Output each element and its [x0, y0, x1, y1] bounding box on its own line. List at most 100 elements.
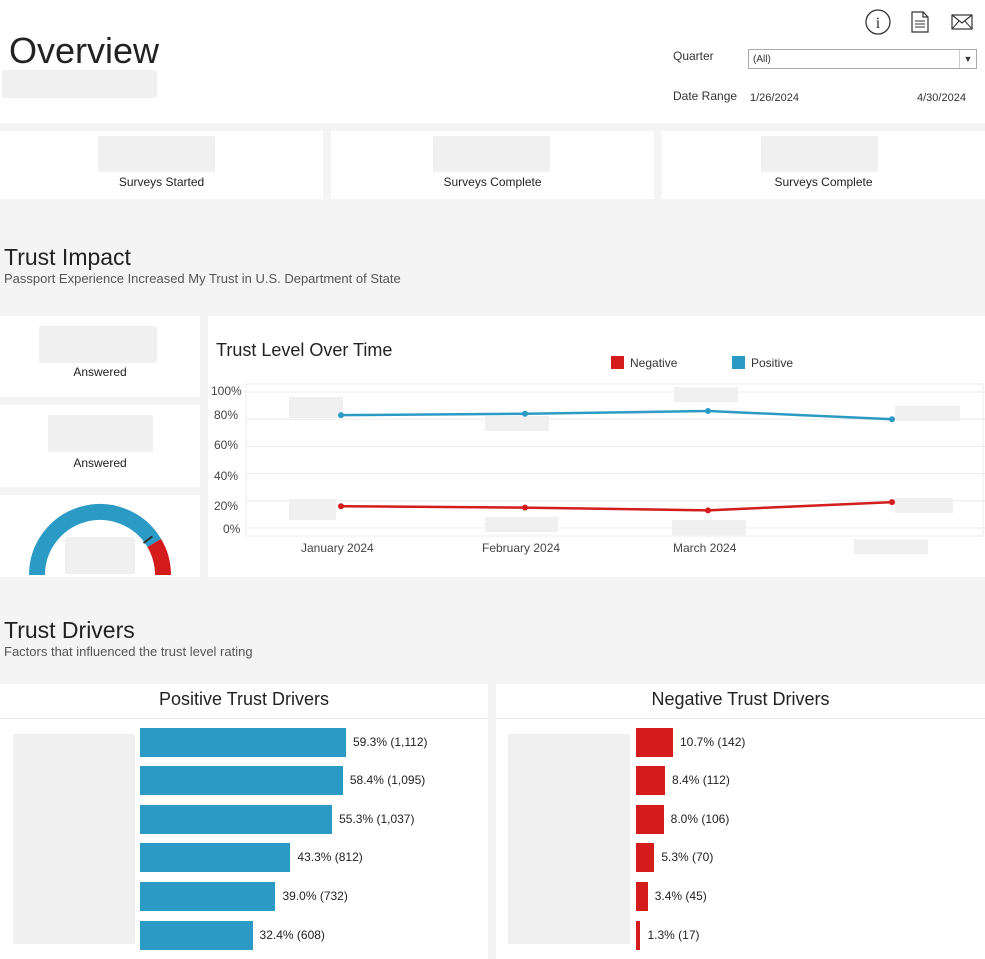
- positive-series-line: [340, 409, 893, 421]
- negative-series-line: [340, 500, 893, 512]
- answered-label: Answered: [73, 456, 127, 470]
- answered-card-1: Answered: [0, 316, 200, 397]
- redacted-value: [48, 415, 153, 452]
- redacted-value: [65, 537, 135, 574]
- trust-level-chart-panel: Trust Level Over Time Negative Positive …: [208, 316, 985, 577]
- plot-area: [245, 383, 984, 537]
- redacted-value: [761, 136, 878, 172]
- svg-text:i: i: [876, 15, 881, 32]
- x-tick-label: February 2024: [482, 541, 561, 555]
- driver-bar[interactable]: [636, 728, 673, 757]
- redacted-value: [39, 326, 157, 363]
- driver-bar-label: 5.3% (70): [661, 850, 714, 864]
- driver-bar-label: 55.3% (1,037): [339, 812, 415, 826]
- title-divider: [0, 718, 488, 719]
- driver-bar[interactable]: [636, 882, 648, 911]
- answered-card-2: Answered: [0, 405, 200, 487]
- driver-bar-label: 39.0% (732): [282, 889, 348, 903]
- driver-bar-label: 8.0% (106): [670, 812, 730, 826]
- negative-data-point[interactable]: [522, 504, 528, 511]
- trust-line-chart: [245, 383, 985, 554]
- negative-data-point[interactable]: [705, 507, 711, 514]
- kpi-card-started: Surveys Started: [0, 131, 323, 199]
- kpi-label: Surveys Complete: [774, 175, 873, 189]
- redacted-category-labels: [508, 734, 630, 944]
- driver-bar-label: 32.4% (608): [259, 928, 325, 942]
- quarter-select-value: (All): [753, 54, 771, 65]
- driver-bar[interactable]: [140, 882, 276, 911]
- driver-bar[interactable]: [140, 843, 291, 872]
- driver-bar[interactable]: [140, 766, 343, 795]
- kpi-card-complete-2: Surveys Complete: [662, 131, 985, 199]
- redacted-subtitle: [2, 70, 157, 98]
- driver-bar-label: 43.3% (812): [297, 850, 363, 864]
- legend-positive-label: Positive: [751, 356, 794, 370]
- positive-data-point[interactable]: [889, 416, 895, 423]
- legend-positive[interactable]: Positive: [732, 356, 793, 370]
- y-tick-label: 0%: [223, 522, 241, 536]
- trust-drivers-subtitle: Factors that influenced the trust level …: [4, 644, 253, 659]
- kpi-label: Surveys Started: [118, 175, 205, 189]
- driver-bar[interactable]: [636, 766, 666, 795]
- legend-positive-swatch: [732, 356, 745, 369]
- kpi-card-complete-1: Surveys Complete: [331, 131, 654, 199]
- date-range-label: Date Range: [673, 89, 738, 103]
- y-tick-label: 80%: [214, 408, 239, 422]
- positive-data-point[interactable]: [522, 410, 528, 417]
- redacted-category-labels: [13, 734, 135, 944]
- chevron-down-icon: ▼: [959, 50, 976, 68]
- mail-icon[interactable]: [951, 14, 973, 35]
- gauge-marker: [142, 535, 153, 544]
- trust-impact-subtitle: Passport Experience Increased My Trust i…: [4, 271, 401, 286]
- driver-bar[interactable]: [636, 805, 664, 834]
- driver-bar[interactable]: [140, 921, 253, 950]
- x-tick-label: March 2024: [673, 541, 737, 555]
- trust-drivers-title: Trust Drivers: [4, 617, 135, 643]
- gauge-positive-arc: [29, 504, 162, 576]
- positive-drivers-title: Positive Trust Drivers: [158, 689, 330, 709]
- driver-bar-label: 8.4% (112): [672, 773, 730, 787]
- negative-data-point[interactable]: [338, 503, 344, 510]
- gauge-negative-arc: [147, 538, 171, 576]
- legend-negative-label: Negative: [630, 356, 678, 370]
- positive-data-point[interactable]: [338, 412, 344, 419]
- driver-bar-label: 58.4% (1,095): [349, 773, 426, 787]
- y-tick-label: 100%: [211, 384, 242, 398]
- gauge-card: [0, 495, 200, 577]
- driver-bar-label: 59.3% (1,112): [353, 735, 428, 749]
- driver-bar[interactable]: [636, 921, 641, 950]
- kpi-label: Surveys Complete: [443, 175, 542, 189]
- title-divider: [496, 718, 985, 719]
- positive-data-point[interactable]: [705, 408, 711, 415]
- driver-bar-label: 10.7% (142): [680, 735, 746, 749]
- legend-negative[interactable]: Negative: [611, 356, 677, 370]
- page-title: Overview: [9, 30, 160, 71]
- driver-bar[interactable]: [636, 843, 655, 872]
- answered-label: Answered: [73, 365, 127, 379]
- redacted-value: [433, 136, 550, 172]
- chart-title: Trust Level Over Time: [216, 340, 393, 360]
- document-icon[interactable]: [911, 11, 929, 38]
- y-tick-label: 60%: [214, 438, 239, 452]
- positive-drivers-panel: Positive Trust Drivers 59.3% (1,112) 58.4…: [0, 684, 488, 959]
- quarter-label: Quarter: [673, 49, 714, 63]
- redacted-value: [98, 136, 215, 172]
- header-panel: Overview i Quarter (All) ▼ Date Range 1/…: [0, 0, 985, 123]
- legend-negative-swatch: [611, 356, 624, 369]
- quarter-select[interactable]: (All) ▼: [748, 49, 977, 69]
- trust-impact-title: Trust Impact: [4, 244, 131, 270]
- driver-bar-label: 1.3% (17): [647, 928, 700, 942]
- date-start[interactable]: 1/26/2024: [750, 92, 799, 104]
- y-tick-label: 20%: [214, 499, 239, 513]
- y-tick-label: 40%: [214, 469, 239, 483]
- negative-data-point[interactable]: [889, 499, 895, 506]
- driver-bar[interactable]: [140, 728, 346, 757]
- driver-bar-label: 3.4% (45): [654, 889, 707, 903]
- negative-drivers-title: Negative Trust Drivers: [651, 689, 830, 709]
- driver-bar[interactable]: [140, 805, 333, 834]
- x-tick-label: January 2024: [301, 541, 374, 555]
- info-icon[interactable]: i: [865, 9, 893, 42]
- date-end[interactable]: 4/30/2024: [917, 92, 966, 104]
- negative-drivers-panel: Negative Trust Drivers 10.7% (142) 8.4% (…: [496, 684, 985, 959]
- trust-gauge: [29, 504, 171, 576]
